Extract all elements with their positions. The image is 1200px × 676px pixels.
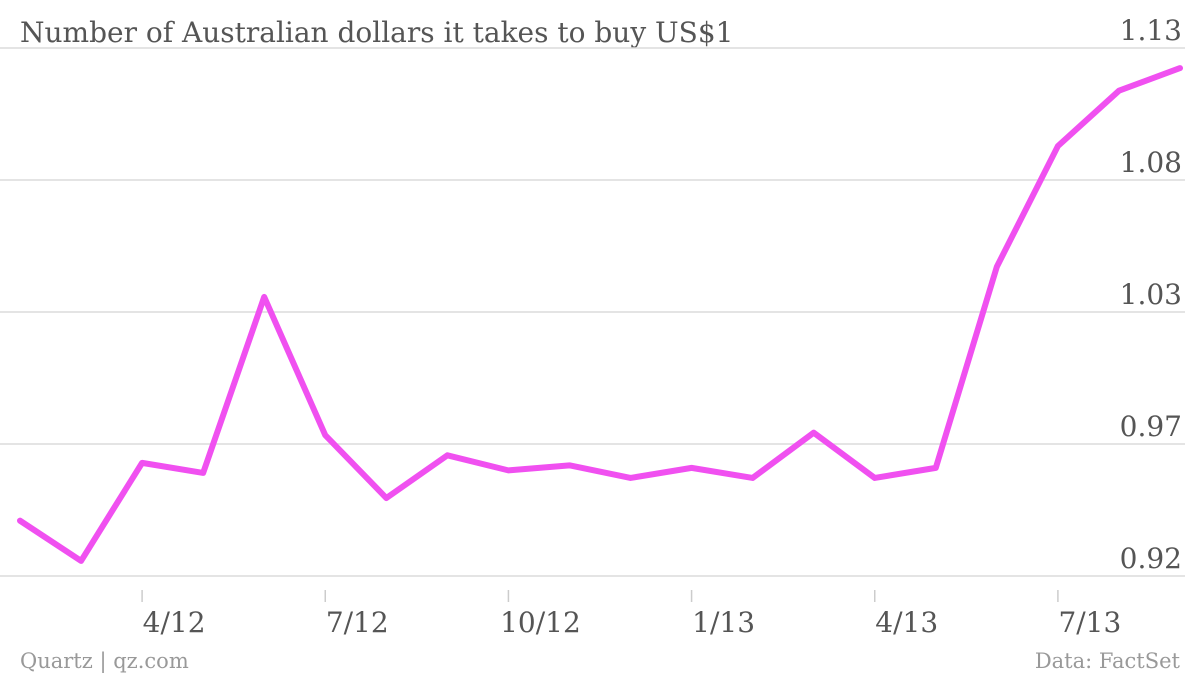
x-tick-label: 4/13 <box>875 606 938 639</box>
y-tick-label: 0.92 <box>1120 542 1182 575</box>
x-tick-label: 10/12 <box>500 606 581 639</box>
y-tick-label: 1.03 <box>1120 278 1182 311</box>
y-tick-label: 1.13 <box>1120 14 1182 47</box>
x-tick-label: 7/13 <box>1058 606 1121 639</box>
source-right: Data: FactSet <box>1035 649 1181 673</box>
source-left: Quartz | qz.com <box>20 649 189 674</box>
y-tick-label: 0.97 <box>1120 410 1182 443</box>
data-line <box>17 65 1183 564</box>
x-tick-label: 7/12 <box>326 606 389 639</box>
y-tick-label: 1.08 <box>1120 146 1182 179</box>
x-tick-label: 4/12 <box>143 606 206 639</box>
x-tick-label: 1/13 <box>692 606 755 639</box>
chart-title: Number of Australian dollars it takes to… <box>20 16 733 49</box>
